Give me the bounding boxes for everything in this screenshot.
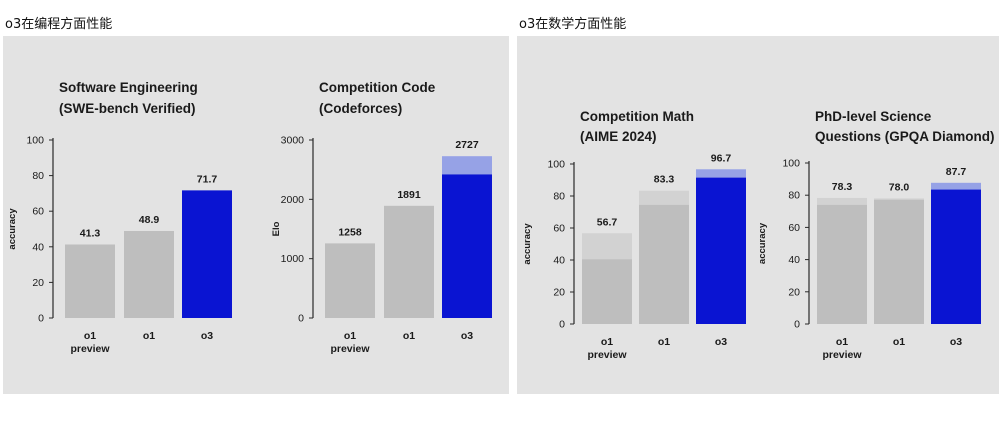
- chart-title-line: (SWE-bench Verified): [59, 101, 196, 116]
- x-category-label: o1: [143, 330, 155, 342]
- bar-top-segment: [639, 190, 689, 205]
- bar-value-label: 1891: [397, 189, 421, 201]
- chart-title-line: PhD-level Science: [815, 109, 932, 124]
- y-tick-label: 40: [553, 255, 565, 267]
- y-tick-label: 0: [298, 313, 304, 325]
- y-tick-label: 60: [32, 206, 44, 218]
- y-tick-label: 80: [788, 190, 800, 202]
- math-charts: Competition Math (AIME 2024) accuracy 0 20 40…: [522, 109, 995, 361]
- y-tick-label: 80: [32, 170, 44, 182]
- bar: [124, 230, 174, 318]
- bar-top-segment: [582, 233, 632, 260]
- y-tick-label: 0: [559, 319, 565, 331]
- bar: [582, 259, 632, 324]
- math-panel: Competition Math (AIME 2024) accuracy 0 20 40…: [517, 36, 999, 394]
- bar-value-label: 1258: [338, 226, 362, 238]
- y-tick-label: 3000: [281, 135, 305, 147]
- bar: [65, 244, 115, 318]
- x-category-label: o1: [601, 336, 613, 348]
- chart-swe-bench: Software Engineering (SWE-bench Verified)…: [7, 80, 232, 355]
- x-category-label: o1: [84, 330, 96, 342]
- y-tick-label: 2000: [281, 194, 305, 206]
- bar: [384, 205, 434, 318]
- bar: [182, 190, 232, 318]
- x-category-label: preview: [587, 349, 627, 361]
- chart-title-line: Competition Math: [580, 109, 694, 124]
- bar: [817, 204, 867, 324]
- chart-title-line: Software Engineering: [59, 80, 198, 95]
- y-tick-label: 20: [788, 286, 800, 298]
- chart-title-line: Questions (GPQA Diamond): [815, 129, 995, 144]
- y-tick-label: 20: [553, 287, 565, 299]
- y-tick-label: 40: [32, 241, 44, 253]
- bar-top-segment: [442, 156, 492, 175]
- y-tick-label: 100: [782, 158, 800, 170]
- chart-title-line: (AIME 2024): [580, 129, 657, 144]
- x-category-label: o3: [461, 330, 473, 342]
- bar-value-label: 78.3: [832, 181, 853, 193]
- bar: [874, 199, 924, 324]
- y-axis-label: accuracy: [7, 208, 18, 250]
- coding-charts: Software Engineering (SWE-bench Verified)…: [7, 80, 492, 355]
- y-tick-label: 40: [788, 254, 800, 266]
- y-tick-label: 60: [553, 223, 565, 235]
- bar: [696, 177, 746, 324]
- bar-value-label: 87.7: [946, 166, 967, 178]
- x-category-label: o1: [403, 330, 415, 342]
- x-category-label: preview: [822, 349, 862, 361]
- bar-top-segment: [696, 169, 746, 178]
- bar-top-segment: [817, 197, 867, 205]
- chart-gpqa: PhD-level Science Questions (GPQA Diamond…: [757, 109, 995, 361]
- y-tick-label: 1000: [281, 253, 305, 265]
- bar-value-label: 2727: [455, 139, 479, 151]
- bar: [931, 189, 981, 324]
- x-category-label: preview: [70, 343, 110, 355]
- coding-panel: Software Engineering (SWE-bench Verified)…: [3, 36, 509, 394]
- x-category-label: o1: [344, 330, 356, 342]
- chart-title-line: (Codeforces): [319, 101, 402, 116]
- x-category-label: o1: [658, 336, 670, 348]
- chart-aime: Competition Math (AIME 2024) accuracy 0 20 40…: [522, 109, 746, 361]
- bar: [639, 204, 689, 324]
- x-category-label: o1: [893, 336, 905, 348]
- y-tick-label: 60: [788, 222, 800, 234]
- bar-value-label: 83.3: [654, 174, 675, 186]
- bar-value-label: 71.7: [197, 173, 218, 185]
- chart-title-line: Competition Code: [319, 80, 436, 95]
- y-tick-label: 100: [547, 159, 565, 171]
- bar-top-segment: [931, 182, 981, 190]
- x-category-label: o3: [715, 336, 727, 348]
- y-axis-label: accuracy: [757, 222, 768, 264]
- bar-value-label: 41.3: [80, 227, 101, 239]
- y-tick-label: 20: [32, 277, 44, 289]
- y-tick-label: 100: [26, 135, 44, 147]
- x-category-label: o1: [836, 336, 848, 348]
- y-axis-label: accuracy: [522, 223, 533, 265]
- bar-value-label: 48.9: [139, 214, 160, 226]
- x-category-label: preview: [330, 343, 370, 355]
- bar-top-segment: [874, 198, 924, 200]
- bar: [325, 243, 375, 318]
- bar-value-label: 96.7: [711, 152, 732, 164]
- chart-codeforces: Competition Code (Codeforces) Elo 0 1000 2000…: [271, 80, 492, 355]
- x-category-label: o3: [950, 336, 962, 348]
- x-category-label: o3: [201, 330, 213, 342]
- section-title-math: o3在数学方面性能: [519, 17, 627, 32]
- bar-value-label: 56.7: [597, 216, 618, 228]
- y-tick-label: 80: [553, 191, 565, 203]
- y-tick-label: 0: [794, 319, 800, 331]
- y-tick-label: 0: [38, 313, 44, 325]
- bar: [442, 174, 492, 318]
- bar-value-label: 78.0: [889, 181, 910, 193]
- section-title-coding: o3在编程方面性能: [5, 17, 113, 32]
- y-axis-label: Elo: [271, 221, 282, 236]
